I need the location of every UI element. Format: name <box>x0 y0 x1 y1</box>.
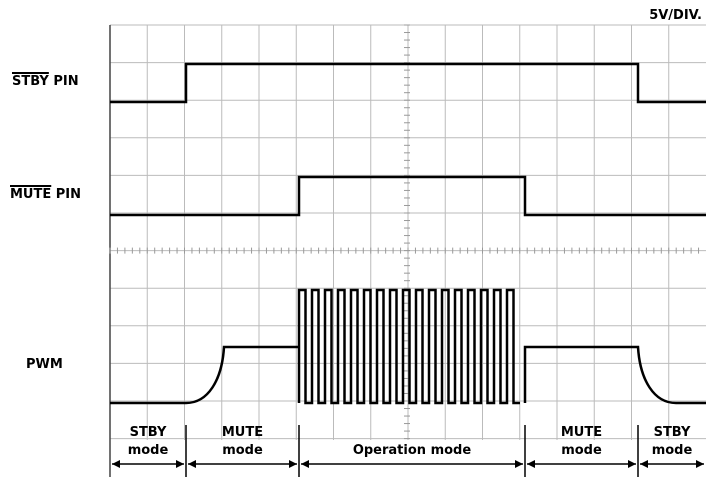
mode-text: mode <box>651 443 693 458</box>
signal-name: STBY <box>12 74 49 89</box>
mode-label: MUTE mode <box>186 424 299 460</box>
signal-label: PWM <box>26 357 63 372</box>
signal-suffix: PIN <box>55 187 82 202</box>
signal-label: STBY PIN <box>12 74 79 89</box>
mode-label: STBY mode <box>110 424 186 460</box>
mode-text: mode <box>127 443 169 458</box>
mode-text: MUTE <box>560 425 603 440</box>
arrow-head <box>628 460 636 468</box>
mode-text: mode <box>222 443 263 458</box>
waveform <box>110 288 706 405</box>
signal-name: PWM <box>26 357 63 372</box>
signal-name: MUTE <box>10 187 52 202</box>
arrow-head <box>112 460 120 468</box>
waveform <box>110 175 706 217</box>
arrow-head <box>176 460 184 468</box>
mode-label: MUTE mode <box>525 424 638 460</box>
mode-text: mode <box>561 443 602 458</box>
arrow-head <box>289 460 297 468</box>
arrow-head <box>301 460 309 468</box>
signal-label: MUTE PIN <box>10 187 81 202</box>
arrow-head <box>188 460 196 468</box>
mode-text: MUTE <box>221 425 264 440</box>
mode-text: STBY <box>653 425 691 440</box>
mode-label: STBY mode <box>638 424 706 460</box>
mode-text: STBY <box>129 425 167 440</box>
scale-label: 5V/DIV. <box>649 8 702 23</box>
signal-suffix: PIN <box>53 74 79 89</box>
waveform <box>110 62 706 104</box>
arrow-head <box>527 460 535 468</box>
arrow-head <box>696 460 704 468</box>
arrow-head <box>515 460 523 468</box>
mode-label: Operation mode <box>299 442 525 460</box>
arrow-head <box>640 460 648 468</box>
mode-text: Operation mode <box>352 443 472 458</box>
